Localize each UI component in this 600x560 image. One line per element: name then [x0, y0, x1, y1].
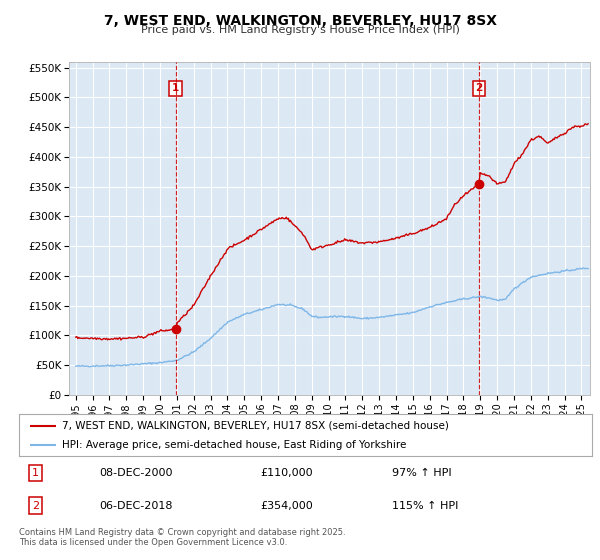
Text: 2: 2: [475, 83, 482, 94]
Text: 115% ↑ HPI: 115% ↑ HPI: [392, 501, 458, 511]
Text: Contains HM Land Registry data © Crown copyright and database right 2025.
This d: Contains HM Land Registry data © Crown c…: [19, 528, 346, 547]
Text: 1: 1: [32, 468, 39, 478]
Text: 97% ↑ HPI: 97% ↑ HPI: [392, 468, 451, 478]
Text: HPI: Average price, semi-detached house, East Riding of Yorkshire: HPI: Average price, semi-detached house,…: [62, 440, 407, 450]
Text: 08-DEC-2000: 08-DEC-2000: [100, 468, 173, 478]
Text: £354,000: £354,000: [260, 501, 313, 511]
Text: Price paid vs. HM Land Registry's House Price Index (HPI): Price paid vs. HM Land Registry's House …: [140, 25, 460, 35]
Text: £110,000: £110,000: [260, 468, 313, 478]
Text: 2: 2: [32, 501, 39, 511]
Text: 7, WEST END, WALKINGTON, BEVERLEY, HU17 8SX: 7, WEST END, WALKINGTON, BEVERLEY, HU17 …: [104, 14, 497, 28]
Text: 1: 1: [172, 83, 179, 94]
Text: 7, WEST END, WALKINGTON, BEVERLEY, HU17 8SX (semi-detached house): 7, WEST END, WALKINGTON, BEVERLEY, HU17 …: [62, 421, 449, 431]
Text: 06-DEC-2018: 06-DEC-2018: [100, 501, 173, 511]
